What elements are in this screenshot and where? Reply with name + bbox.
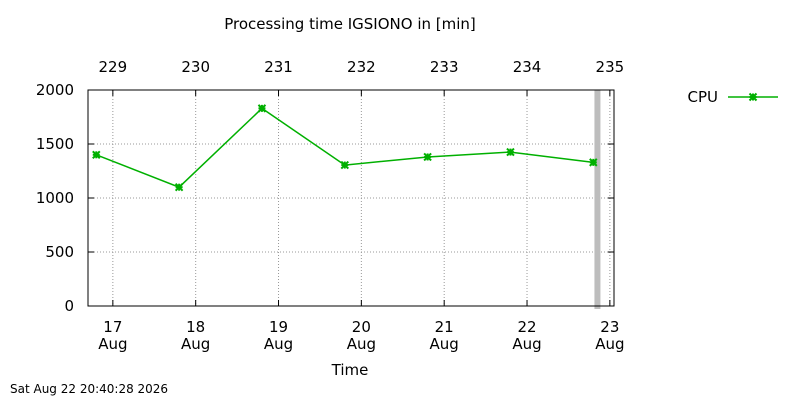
data-point <box>423 152 432 162</box>
x-tick-label: 17 <box>103 318 122 336</box>
chart-title: Processing time IGSIONO in [min] <box>224 15 476 33</box>
series-line-cpu <box>96 107 594 189</box>
axis-ticks: 050010001500200017Aug18Aug19Aug20Aug21Au… <box>36 58 625 353</box>
x-top-tick-label: 235 <box>596 58 625 76</box>
x-tick-label-month: Aug <box>347 335 376 353</box>
footer-timestamp: Sat Aug 22 20:40:28 2026 <box>10 382 169 396</box>
x-tick-label: 19 <box>269 318 288 336</box>
x-tick-label-month: Aug <box>595 335 624 353</box>
x-tick-label: 20 <box>352 318 371 336</box>
x-tick-label: 23 <box>600 318 619 336</box>
x-tick-label-month: Aug <box>512 335 541 353</box>
y-tick-label: 2000 <box>36 81 74 99</box>
grid <box>88 90 614 306</box>
x-top-tick-label: 233 <box>430 58 459 76</box>
legend-label: CPU <box>688 88 719 106</box>
data-point <box>506 147 515 157</box>
x-top-tick-label: 231 <box>264 58 293 76</box>
x-tick-label-month: Aug <box>430 335 459 353</box>
x-axis-label: Time <box>331 361 369 379</box>
x-top-tick-label: 232 <box>347 58 376 76</box>
data-point <box>257 104 267 113</box>
x-tick-label-month: Aug <box>181 335 210 353</box>
series-layer <box>92 104 598 192</box>
y-tick-label: 1500 <box>36 135 74 153</box>
x-top-tick-label: 229 <box>99 58 128 76</box>
data-point <box>174 182 184 192</box>
y-tick-label: 500 <box>45 243 74 261</box>
data-point <box>92 150 101 160</box>
x-top-tick-label: 230 <box>181 58 210 76</box>
legend-marker <box>748 92 758 102</box>
legend: CPU <box>688 88 778 106</box>
y-tick-label: 0 <box>64 297 74 315</box>
x-tick-label: 22 <box>517 318 536 336</box>
x-tick-label-month: Aug <box>264 335 293 353</box>
x-top-tick-label: 234 <box>513 58 542 76</box>
x-tick-label: 21 <box>435 318 454 336</box>
data-point <box>340 160 349 170</box>
y-tick-label: 1000 <box>36 189 74 207</box>
x-tick-label: 18 <box>186 318 205 336</box>
data-point <box>589 158 598 167</box>
x-tick-label-month: Aug <box>98 335 127 353</box>
